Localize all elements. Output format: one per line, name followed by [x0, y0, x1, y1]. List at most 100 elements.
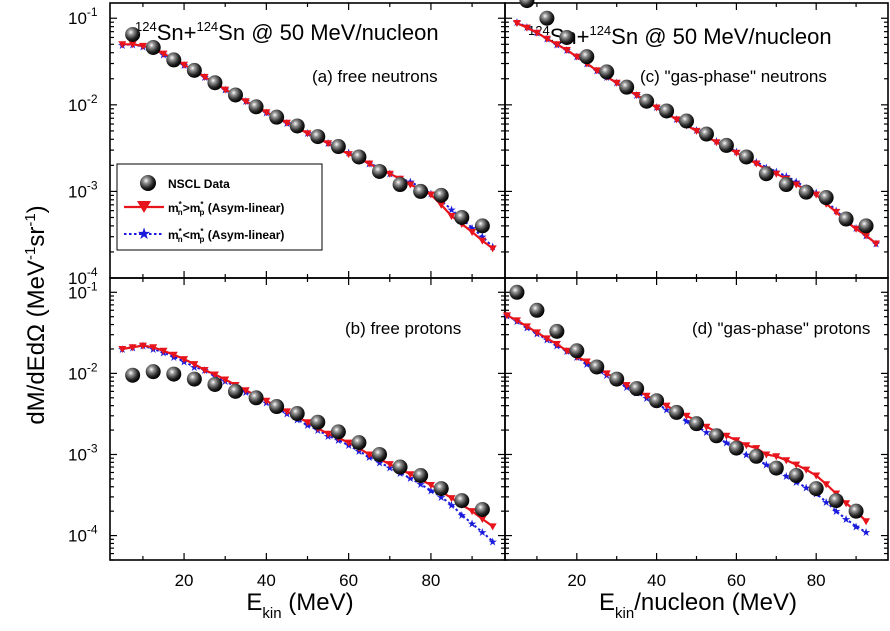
data-point — [539, 10, 555, 26]
series-marker-red — [385, 461, 394, 469]
data-point — [474, 501, 490, 517]
series-marker-red — [552, 341, 561, 349]
series-marker-red — [552, 41, 561, 49]
data-point — [207, 75, 223, 91]
series-marker-red — [159, 347, 168, 355]
series-marker-red — [118, 345, 127, 353]
series-marker-blue: ★ — [447, 500, 457, 512]
series-marker-red — [512, 317, 521, 325]
series-marker-blue: ★ — [488, 536, 498, 548]
series-marker-blue: ★ — [426, 485, 436, 497]
series-marker-red — [752, 160, 761, 168]
series-marker-red — [324, 430, 333, 438]
series-marker-red — [842, 500, 851, 508]
data-point — [454, 493, 470, 509]
series-marker-red — [652, 104, 661, 112]
data-point — [207, 376, 223, 392]
series-marker-red — [344, 439, 353, 447]
series-marker-red — [722, 432, 731, 440]
data-point — [227, 87, 243, 103]
data-point — [474, 218, 490, 234]
series-marker-red — [542, 35, 551, 43]
data-point — [248, 390, 264, 406]
series-marker-red — [303, 419, 312, 427]
x-axis-label-left: Ekin (MeV) — [246, 589, 353, 622]
panel-c-label: (c) "gas-phase" neutrons — [640, 67, 827, 86]
x-tick-label: 20 — [567, 571, 586, 590]
series-marker-blue: ★ — [303, 420, 313, 432]
series-marker-red — [862, 518, 871, 526]
data-point — [310, 414, 326, 430]
series-marker-red — [542, 335, 551, 343]
data-point — [738, 149, 754, 165]
series-marker-blue: ★ — [851, 521, 861, 533]
legend-data-marker — [140, 175, 156, 191]
data-point — [848, 503, 864, 519]
data-point — [589, 359, 605, 375]
series-marker-blue: ★ — [761, 460, 771, 472]
data-point — [778, 177, 794, 193]
series-marker-red — [692, 127, 701, 135]
series-marker-red — [702, 423, 711, 431]
series-marker-blue: ★ — [741, 449, 751, 461]
series-marker-blue: ★ — [436, 492, 446, 504]
series-marker-red — [792, 461, 801, 469]
data-point — [392, 177, 408, 193]
series-marker-red — [138, 342, 147, 350]
series-marker-red — [562, 46, 571, 54]
series-marker-red — [128, 344, 137, 352]
data-point — [145, 364, 161, 380]
y-tick-label: 10-2 — [68, 92, 98, 115]
series-marker-red — [200, 367, 209, 375]
series-marker-red — [159, 50, 168, 58]
series-marker-red — [149, 344, 158, 352]
data-point — [669, 404, 685, 420]
data-point — [454, 209, 470, 225]
data-point — [413, 468, 429, 484]
series-line-blue — [506, 314, 867, 534]
series-marker-red — [478, 237, 487, 245]
series-marker-red — [128, 41, 137, 49]
panel-c: ★★★★★★★★★★★★★★★★★★★★★★★★★★★★★★★★★★★★★ — [504, 0, 889, 279]
panel-d: 20406080★★★★★★★★★★★★★★★★★★★★★★★★★★★★★★★★… — [502, 277, 889, 590]
data-point — [629, 381, 645, 397]
series-marker-blue: ★ — [682, 416, 692, 428]
series-marker-red — [210, 371, 219, 379]
series-marker-red — [752, 445, 761, 453]
series-marker-red — [792, 181, 801, 189]
series-marker-blue: ★ — [354, 446, 364, 458]
title-right: 124Sn+124Sn @ 50 MeV/nucleon — [528, 23, 832, 49]
series-marker-red — [772, 453, 781, 461]
data-point — [413, 183, 429, 199]
data-point — [125, 26, 141, 42]
series-marker-red — [221, 86, 230, 94]
data-point — [186, 62, 202, 78]
series-marker-red — [522, 323, 531, 331]
series-marker-red — [488, 523, 497, 531]
panel-b-label: (b) free protons — [345, 319, 461, 338]
data-point — [718, 137, 734, 153]
series-marker-red — [662, 402, 671, 410]
series-marker-red — [822, 481, 831, 489]
data-point — [433, 481, 449, 497]
x-tick-label: 60 — [727, 571, 746, 590]
data-point — [330, 424, 346, 440]
data-point — [248, 99, 264, 115]
series-marker-red — [512, 20, 521, 28]
series-marker-red — [772, 170, 781, 178]
y-tick-label: 10-3 — [68, 178, 98, 201]
series-marker-blue: ★ — [375, 457, 385, 469]
series-marker-blue: ★ — [467, 223, 477, 235]
series-marker-red — [241, 387, 250, 395]
series-marker-red — [682, 412, 691, 420]
title-left: 124Sn+124Sn @ 50 MeV/nucleon — [135, 19, 439, 45]
series-marker-red — [532, 329, 541, 337]
data-point — [569, 343, 585, 359]
data-point — [619, 79, 635, 95]
data-point — [599, 64, 615, 80]
series-marker-red — [632, 91, 641, 99]
panel-b: 2040608010-110-210-310-4★★★★★★★★★★★★★★★★… — [68, 277, 506, 590]
series-marker-red — [190, 361, 199, 369]
series-marker-red — [324, 140, 333, 148]
